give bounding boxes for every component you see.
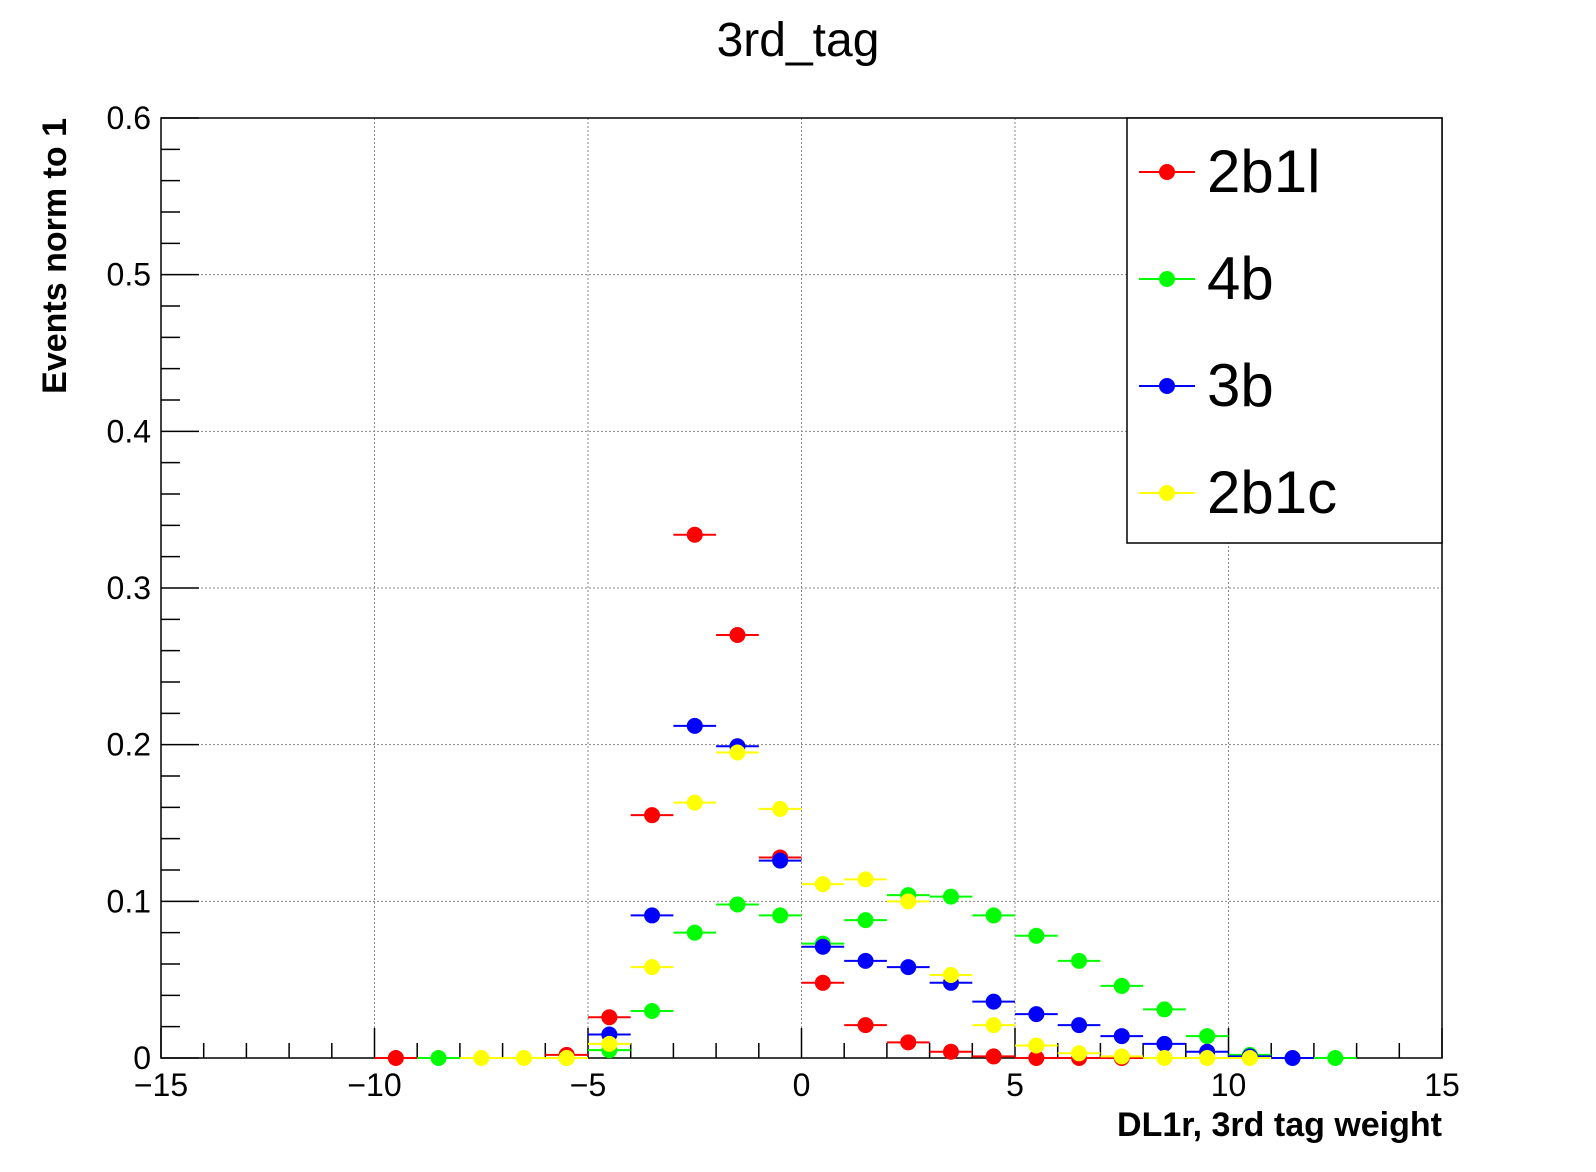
- x-tick-label: 0: [793, 1067, 811, 1103]
- data-point: [644, 807, 661, 824]
- data-point: [1071, 1017, 1088, 1034]
- data-point: [1113, 1028, 1130, 1045]
- data-point: [857, 912, 874, 929]
- data-point: [1028, 1006, 1045, 1023]
- data-point: [772, 907, 789, 924]
- y-tick-label: 0.6: [107, 100, 151, 136]
- series-2b1c: [459, 744, 1272, 1066]
- legend-marker: [1159, 378, 1175, 394]
- data-point: [1327, 1050, 1344, 1066]
- y-tick-label: 0.2: [107, 727, 151, 763]
- x-tick-label: −15: [134, 1067, 188, 1103]
- legend-marker: [1159, 164, 1175, 180]
- data-point: [729, 627, 746, 643]
- legend-marker: [1159, 271, 1175, 287]
- data-point: [1284, 1050, 1301, 1066]
- data-point: [729, 896, 746, 913]
- data-point: [814, 974, 831, 991]
- data-point: [814, 938, 831, 955]
- data-point: [1028, 1037, 1045, 1054]
- grid-lines: [161, 118, 1442, 1058]
- data-point: [900, 959, 917, 976]
- data-point: [942, 966, 959, 983]
- y-tick-label: 0.3: [107, 570, 151, 606]
- data-point: [729, 744, 746, 761]
- x-tick-label: −5: [570, 1067, 606, 1103]
- data-point: [686, 526, 703, 543]
- data-point: [686, 717, 703, 734]
- series-2b1l: [374, 526, 1144, 1066]
- data-point: [1241, 1050, 1258, 1066]
- data-point: [985, 907, 1002, 924]
- data-series: [374, 526, 1357, 1066]
- x-tick-label: 15: [1424, 1067, 1460, 1103]
- data-point: [942, 1043, 959, 1060]
- data-point: [644, 959, 661, 976]
- data-point: [515, 1050, 532, 1066]
- data-point: [644, 1003, 661, 1019]
- data-point: [814, 876, 831, 893]
- data-point: [857, 1017, 874, 1034]
- x-tick-label: 5: [1006, 1067, 1024, 1103]
- data-point: [900, 1034, 917, 1051]
- data-point: [601, 1009, 618, 1026]
- data-point: [1156, 1035, 1173, 1052]
- y-tick-label: 0.1: [107, 883, 151, 919]
- x-tick-label: −10: [347, 1067, 401, 1103]
- data-point: [985, 1017, 1002, 1034]
- series-4b: [417, 887, 1357, 1066]
- legend-box: [1126, 117, 1443, 544]
- data-point: [900, 893, 917, 910]
- legend-label: 2b1l: [1207, 138, 1320, 205]
- data-point: [1156, 1001, 1173, 1018]
- y-tick-label: 0.5: [107, 257, 151, 293]
- data-point: [772, 800, 789, 817]
- legend-label: 2b1c: [1207, 459, 1337, 526]
- data-point: [1199, 1028, 1216, 1045]
- y-axis-label: Events norm to 1: [36, 118, 74, 394]
- chart-title: 3rd_tag: [717, 14, 880, 67]
- x-axis-ticks: −15 −10 −5 0 5 10 15: [134, 1028, 1460, 1103]
- data-point: [1028, 927, 1045, 944]
- y-tick-label: 0: [133, 1040, 151, 1076]
- data-point: [857, 952, 874, 969]
- data-point: [1156, 1050, 1173, 1066]
- data-point: [772, 852, 789, 869]
- data-point: [1028, 1050, 1045, 1066]
- data-point: [1113, 977, 1130, 994]
- data-point: [686, 794, 703, 811]
- data-point: [1113, 1048, 1130, 1065]
- data-point: [686, 924, 703, 941]
- data-point: [857, 871, 874, 888]
- data-point: [558, 1050, 575, 1066]
- data-point: [985, 1048, 1002, 1065]
- y-axis-ticks: 0 0.1 0.2 0.3 0.4 0.5 0.6: [107, 100, 199, 1076]
- data-point: [473, 1050, 490, 1066]
- legend-marker: [1159, 485, 1175, 501]
- legend: 2b1l 4b 3b 2b1c: [1126, 117, 1443, 544]
- data-point: [430, 1050, 447, 1066]
- data-point: [1199, 1050, 1216, 1066]
- data-point: [601, 1035, 618, 1052]
- x-tick-label: 10: [1211, 1067, 1247, 1103]
- data-point: [644, 907, 661, 924]
- data-point: [942, 888, 959, 905]
- data-point: [387, 1050, 404, 1066]
- data-point: [1071, 952, 1088, 969]
- legend-label: 3b: [1207, 352, 1274, 419]
- data-point: [985, 993, 1002, 1010]
- legend-label: 4b: [1207, 245, 1274, 312]
- x-axis-label: DL1r, 3rd tag weight: [1117, 1106, 1442, 1144]
- y-tick-label: 0.4: [107, 413, 151, 449]
- data-point: [1071, 1045, 1088, 1062]
